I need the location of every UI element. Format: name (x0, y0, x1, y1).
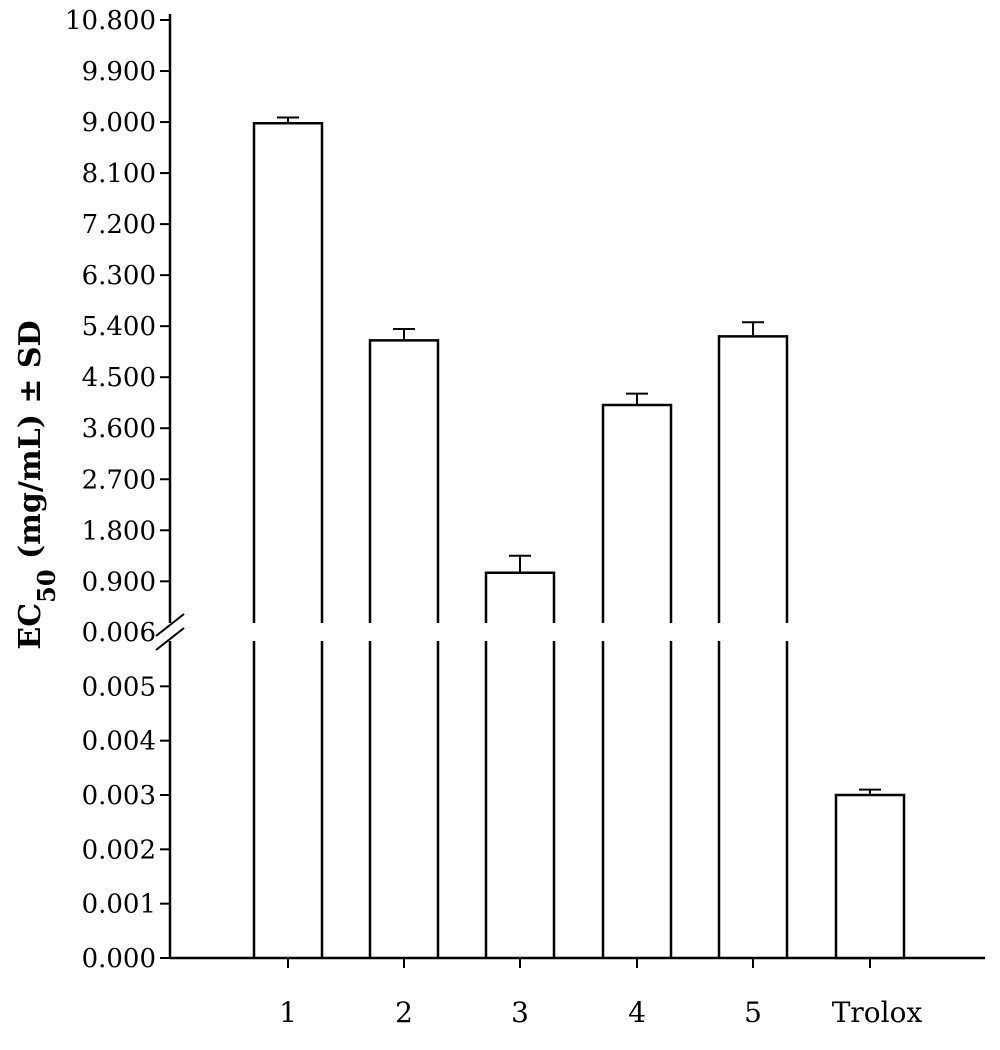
y-tick-label: 6.300 (82, 261, 156, 291)
axis-break-mark (155, 627, 185, 651)
y-tick-label: 9.000 (82, 108, 156, 138)
bar-trolox (834, 788, 906, 960)
bar-upper (252, 121, 324, 623)
x-axis: 1 2 3 4 5 Trolox (170, 956, 985, 1029)
bar-5 (717, 321, 789, 958)
x-tick-label: 2 (395, 996, 413, 1029)
bar-upper (601, 403, 673, 623)
bars (252, 116, 906, 960)
bar-lower (484, 641, 556, 958)
bar-lower (252, 641, 324, 958)
x-tick-label: 3 (511, 996, 529, 1029)
bar-1 (252, 116, 324, 958)
x-tick-label: 5 (744, 996, 762, 1029)
y-tick-label: 3.600 (82, 414, 156, 444)
x-tick-label: 1 (279, 996, 297, 1029)
y-tick-label: 0.004 (82, 727, 156, 757)
bar-lower (601, 641, 673, 958)
y-tick-label: 0.002 (82, 835, 156, 865)
y-tick-label: 7.200 (82, 210, 156, 240)
bar-2 (368, 328, 440, 958)
y-tick-label: 10.800 (65, 6, 156, 36)
y-axis-title: EC50 (mg/mL) ± SD (13, 320, 61, 649)
bar-upper (717, 335, 789, 623)
y-tick-label: 0.001 (82, 890, 156, 920)
axis-break-mark (155, 613, 185, 637)
y-tick-label: 9.900 (82, 57, 156, 87)
x-tick-label: 4 (628, 996, 646, 1029)
bar-upper (368, 339, 440, 623)
bar-lower (368, 641, 440, 958)
y-tick-label: 0.005 (82, 672, 156, 702)
y-tick-label: 8.100 (82, 159, 156, 189)
y-tick-label: 0.006 (82, 618, 156, 648)
bar-rect (834, 793, 906, 960)
y-tick-label: 0.900 (82, 567, 156, 597)
bar-upper (484, 571, 556, 623)
bar-3 (484, 554, 556, 958)
y-axis: 0.900 1.800 2.700 3.600 4.500 5.400 6.300 7.200… (65, 6, 185, 974)
bar-lower (717, 641, 789, 958)
x-tick-label: Trolox (832, 996, 923, 1029)
y-tick-label: 2.700 (82, 465, 156, 495)
y-tick-label: 4.500 (82, 363, 156, 393)
y-tick-label: 0.000 (82, 944, 156, 974)
y-tick-label: 1.800 (82, 516, 156, 546)
y-tick-label: 5.400 (82, 312, 156, 342)
y-tick-label: 0.003 (82, 781, 156, 811)
bar-4 (601, 392, 673, 958)
